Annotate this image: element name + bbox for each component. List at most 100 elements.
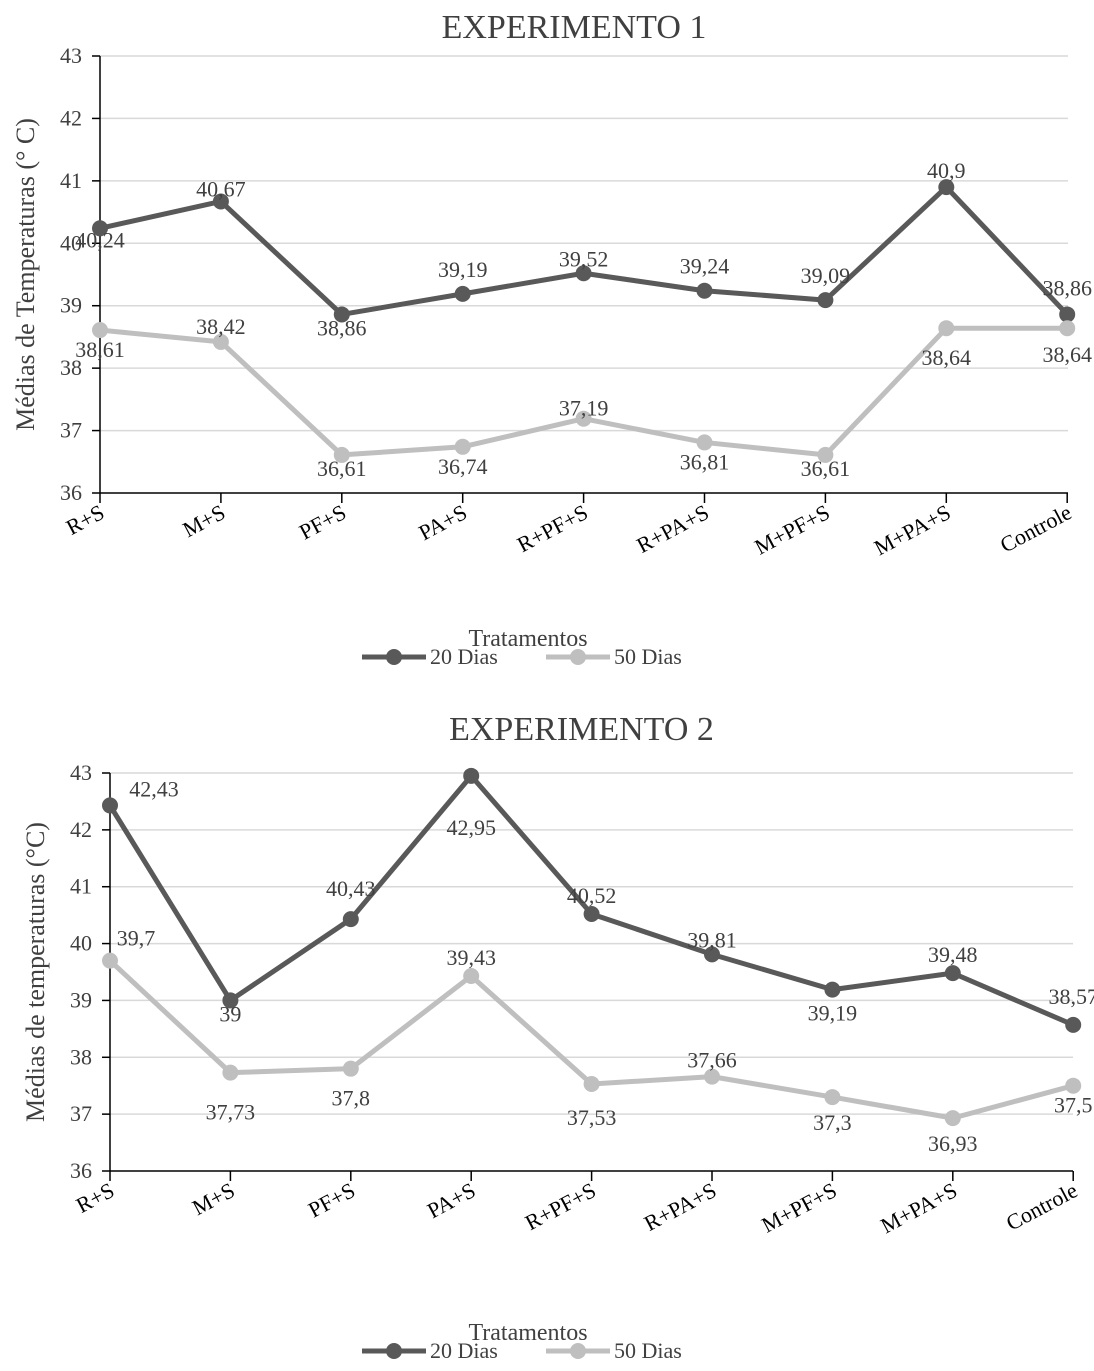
data-point	[817, 292, 834, 309]
chart-title: EXPERIMENTO 2	[449, 711, 714, 748]
data-point	[342, 911, 359, 928]
y-tick-label: 39	[70, 987, 92, 1012]
data-point	[212, 193, 229, 210]
data-point	[583, 1076, 600, 1093]
data-point	[575, 410, 592, 427]
data-label: 37,8	[332, 1086, 371, 1111]
x-tick-label: M+S	[188, 1177, 239, 1220]
y-axis-title: Médias de Temperaturas (° C)	[11, 118, 40, 431]
data-point	[463, 967, 480, 984]
x-tick-label: R+S	[72, 1177, 118, 1218]
x-tick-label: R+PF+S	[513, 499, 592, 557]
legend-label: 20 Dias	[430, 1338, 498, 1363]
data-label: 39	[219, 1001, 241, 1026]
x-tick-label: R+S	[62, 499, 108, 540]
legend: 20 Dias 50 Dias	[362, 644, 682, 669]
data-point	[704, 1068, 720, 1085]
data-label: 37,73	[206, 1100, 256, 1125]
y-tick-label: 41	[60, 168, 82, 193]
data-label: 36,93	[928, 1131, 978, 1156]
data-label: 36,61	[317, 456, 367, 481]
chart-experimento-1: EXPERIMENTO 1 36 37 38 39 40 41 42 43 R+S M+S PF+S P…	[11, 9, 1092, 669]
data-label: 39,24	[680, 254, 730, 279]
data-label: 38,86	[1042, 275, 1092, 300]
y-tick-label: 36	[60, 480, 82, 505]
chart-experimento-2: EXPERIMENTO 2 36 37 38 39 40 41 42 43 R+S M+S PF+S P…	[21, 711, 1094, 1363]
data-point	[92, 220, 108, 237]
data-point	[102, 952, 118, 969]
x-tick-label: M+PA+S	[876, 1177, 961, 1238]
x-tick-label: M+PA+S	[870, 499, 955, 560]
data-label: 38,57	[1048, 984, 1094, 1009]
x-tick-label: PA+S	[423, 1177, 480, 1223]
data-point	[92, 322, 108, 339]
data-label: 40,67	[196, 176, 246, 201]
y-tick-label: 37	[70, 1101, 92, 1126]
data-label: 37,5	[1054, 1093, 1093, 1118]
x-tick-label: Controle	[1002, 1177, 1082, 1235]
x-tick-label: PF+S	[304, 1177, 359, 1222]
legend-label: 50 Dias	[614, 644, 682, 669]
data-label: 40,52	[567, 883, 617, 908]
data-point	[696, 434, 713, 451]
data-point	[1059, 306, 1076, 323]
data-label: 39,81	[687, 927, 737, 952]
data-label: 37,19	[559, 396, 609, 421]
x-tick-label: PA+S	[415, 499, 472, 545]
data-label: 42,95	[446, 815, 496, 840]
legend-swatch-marker	[386, 649, 402, 665]
data-point	[102, 797, 118, 814]
x-tick-label: R+PA+S	[640, 1177, 720, 1236]
data-point	[1065, 1016, 1082, 1033]
data-label: 39,7	[117, 926, 156, 951]
data-point	[704, 946, 720, 963]
data-point	[333, 446, 350, 463]
data-point	[944, 965, 961, 982]
data-label: 37,3	[813, 1110, 852, 1135]
data-label: 38,64	[922, 345, 972, 370]
data-label: 36,74	[438, 454, 488, 479]
data-point	[212, 333, 229, 350]
data-point	[222, 992, 239, 1009]
y-axis-title: Médias de temperaturas (°C)	[21, 822, 50, 1122]
data-point	[944, 1110, 961, 1127]
data-label: 37,66	[687, 1048, 737, 1073]
y-tick-label: 42	[60, 105, 82, 130]
data-point	[342, 1060, 359, 1077]
data-point	[696, 282, 713, 299]
data-label: 42,43	[129, 776, 179, 801]
data-label: 39,19	[438, 257, 488, 282]
data-point	[333, 306, 350, 323]
legend: 20 Dias 50 Dias	[362, 1338, 682, 1363]
legend-swatch-marker	[570, 649, 586, 665]
y-tick-label: 39	[60, 293, 82, 318]
y-tick-label: 43	[60, 43, 82, 68]
data-point	[454, 285, 471, 302]
data-point	[938, 320, 955, 337]
x-axis-title: Tratamentos	[468, 626, 587, 652]
data-point	[583, 906, 600, 923]
data-label: 39,09	[801, 263, 851, 288]
data-label: 40,43	[326, 876, 376, 901]
data-label: 39,19	[808, 1001, 858, 1026]
x-tick-label: Controle	[996, 499, 1076, 557]
data-label: 39,43	[446, 945, 496, 970]
x-axis-title: Tratamentos	[468, 1320, 587, 1346]
chart-title: EXPERIMENTO 1	[442, 9, 707, 46]
x-tick-label: M+PF+S	[750, 499, 833, 559]
data-label: 36,81	[680, 449, 730, 474]
data-label: 38,61	[75, 337, 125, 362]
data-point	[824, 981, 841, 998]
x-tick-label: R+PA+S	[632, 499, 712, 558]
y-tick-label: 42	[70, 817, 92, 842]
legend-label: 20 Dias	[430, 644, 498, 669]
legend-label: 50 Dias	[614, 1338, 682, 1363]
data-label: 40,24	[75, 227, 125, 252]
data-point	[575, 265, 592, 282]
data-label: 39,48	[928, 942, 978, 967]
y-tick-label: 38	[60, 355, 82, 380]
y-tick-label: 38	[70, 1044, 92, 1069]
legend-swatch-marker	[570, 1343, 586, 1359]
data-point	[824, 1089, 841, 1106]
